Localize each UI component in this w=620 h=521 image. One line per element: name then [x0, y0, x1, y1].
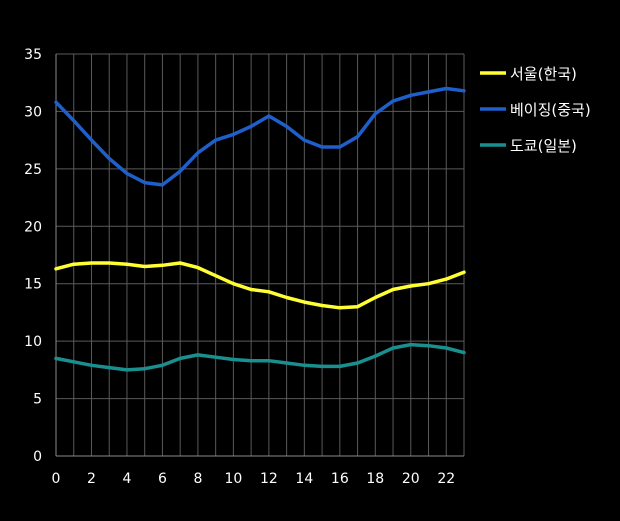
axes: 0 5 10 15 20 25 30 35 0 2 4 6 8 10 12 14 16 18 20 22 [24, 47, 464, 487]
series [54, 86, 466, 372]
legend: 서울(한국) 베이징(중국) 도쿄(일본) [480, 65, 591, 155]
legend-label-1: 베이징(중국) [510, 101, 591, 119]
series-line-0 [54, 261, 466, 310]
grid [56, 53, 465, 456]
x-tick-label: 10 [224, 471, 242, 487]
y-tick-label: 30 [24, 104, 42, 120]
legend-label-0: 서울(한국) [510, 65, 577, 83]
x-tick-label: 16 [331, 471, 349, 487]
x-tick-label: 6 [158, 471, 167, 487]
x-tick-label: 2 [87, 471, 96, 487]
x-tick-label: 18 [366, 471, 384, 487]
legend-label-2: 도쿄(일본) [510, 137, 577, 155]
x-tick-label: 4 [122, 471, 131, 487]
x-tick-label: 14 [295, 471, 313, 487]
y-tick-label: 35 [24, 47, 42, 63]
series-line-2 [54, 342, 466, 372]
x-tick-label: 8 [193, 471, 202, 487]
x-tick-label: 20 [402, 471, 420, 487]
y-tick-label: 15 [24, 277, 42, 293]
y-tick-label: 5 [33, 392, 42, 408]
x-tick-label: 0 [52, 471, 61, 487]
y-tick-label: 25 [24, 162, 42, 178]
series-line-1 [54, 86, 466, 187]
y-tick-label: 10 [24, 334, 42, 350]
y-tick-label: 20 [24, 219, 42, 235]
x-tick-label: 12 [260, 471, 278, 487]
x-tick-label: 22 [437, 471, 455, 487]
y-tick-label: 0 [33, 449, 42, 465]
